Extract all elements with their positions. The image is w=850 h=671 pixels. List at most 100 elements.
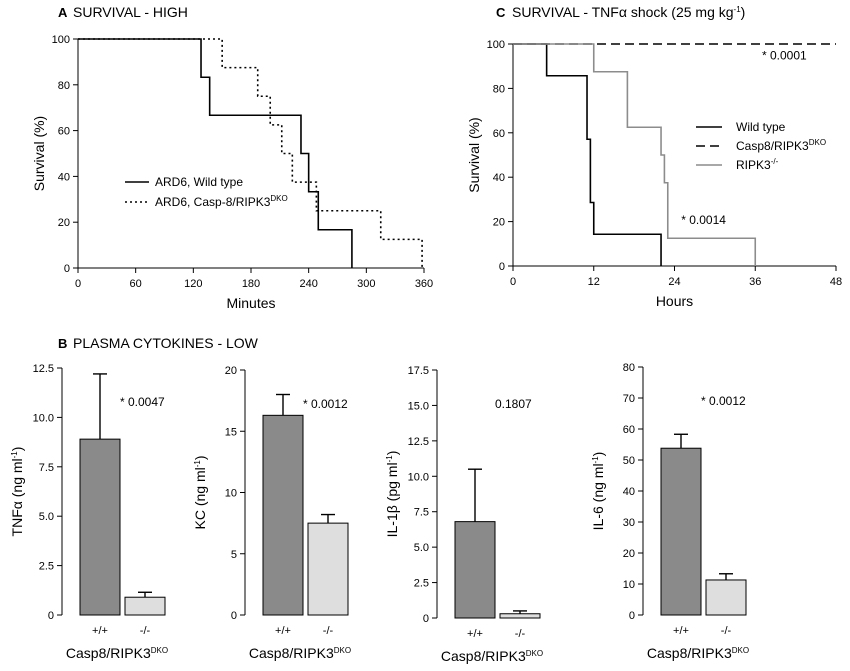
y-tick-label: 60	[623, 424, 635, 436]
x-axis-label: Hours	[656, 293, 693, 309]
x-tick-label: 300	[357, 278, 375, 290]
y-tick-label: 70	[623, 393, 635, 405]
x-axis-label-main: Casp8/RIPK3	[647, 645, 732, 661]
x-tick-label: 0	[510, 276, 516, 288]
significance-annotation: * 0.0047	[120, 395, 165, 409]
y-tick-label: 7.5	[39, 462, 54, 474]
y-tick-label: 5.0	[414, 542, 429, 554]
legend-label-1: Casp8/RIPK3DKO	[736, 138, 826, 153]
y-axis-label-end: )	[192, 455, 208, 460]
y-tick-label: 2.5	[39, 561, 54, 573]
panel-a-survival-high-chart: 0 20 40 60 80 100 0 60 120 180 240 300 360 Minutes Sur…	[31, 34, 433, 311]
legend-label-1-main: Casp8/RIPK3	[736, 139, 809, 153]
y-tick-label: 10	[225, 488, 237, 500]
y-tick-label: 20	[58, 217, 70, 229]
x-axis-label-main: Casp8/RIPK3	[66, 645, 151, 661]
cytokine-bar-chart-1: 0 5 10 15 20 KC (ng ml-1) +/+ -/- * 0.0012 Casp8/…	[192, 365, 351, 661]
x-tick-label: 360	[415, 278, 433, 290]
legend-label-2: RIPK3-/-	[736, 157, 779, 172]
y-tick-label: 0	[499, 261, 505, 273]
y-axis-label: IL-6 (ng ml-1)	[590, 452, 606, 531]
x-axis-label-sup: DKO	[526, 649, 543, 658]
x-axis-label-sup: DKO	[334, 646, 351, 655]
y-axis-label-end: )	[384, 451, 400, 456]
significance-annotation: * 0.0001	[762, 49, 807, 63]
bar-+/+	[262, 414, 304, 616]
significance-annotation: * 0.0012	[701, 394, 746, 408]
y-tick-label: 40	[493, 172, 505, 184]
y-tick-label: 100	[52, 34, 70, 46]
y-tick-label: 5	[231, 549, 237, 561]
y-tick-label: 15	[225, 426, 237, 438]
y-axis-label-sup: -1	[10, 451, 19, 459]
bar--/-	[124, 596, 166, 616]
bar--/-	[307, 522, 349, 616]
y-axis-label: Survival (%)	[31, 116, 47, 191]
y-tick-label: 20	[493, 217, 505, 229]
x-tick-label: 48	[830, 276, 842, 288]
y-axis-label-sup: -1	[591, 456, 600, 464]
category-label: +/+	[467, 628, 483, 640]
legend-label-0: ARD6, Wild type	[155, 175, 243, 189]
y-tick-label: 5.0	[39, 511, 54, 523]
y-axis-label: KC (ng ml-1)	[192, 455, 208, 529]
series-line-0	[78, 38, 353, 268]
y-tick-label: 10	[623, 579, 635, 591]
y-axis-label: IL-1β (pg ml-1)	[384, 451, 400, 538]
bar--/-	[499, 613, 541, 619]
panel-c-letter: C	[496, 5, 506, 20]
y-tick-label: 0	[48, 610, 54, 622]
legend-label-2-sup: -/-	[771, 157, 779, 166]
x-tick-label: 240	[299, 278, 317, 290]
legend-label-1: ARD6, Casp-8/RIPK3DKO	[155, 194, 288, 209]
x-axis-label-main: Casp8/RIPK3	[441, 648, 526, 664]
y-tick-label: 10.0	[408, 471, 429, 483]
x-tick-label: 120	[184, 278, 202, 290]
y-axis-label: TNFα (ng ml-1)	[9, 447, 25, 537]
y-tick-label: 100	[487, 39, 505, 51]
legend-label-1-main: ARD6, Casp-8/RIPK3	[155, 195, 271, 209]
y-axis-label-main: TNFα (ng ml	[9, 458, 25, 536]
bar--/-	[705, 579, 747, 616]
y-tick-label: 17.5	[408, 365, 429, 377]
category-label: +/+	[275, 625, 291, 637]
x-axis-label-sup: DKO	[732, 646, 749, 655]
panel-a-letter: A	[58, 5, 68, 20]
x-tick-label: 36	[749, 276, 761, 288]
panel-c-survival-tnf-chart: 0 20 40 60 80 100 0 12 24 36 48 Hours Survival (%) * …	[466, 39, 842, 309]
x-tick-label: 24	[668, 276, 680, 288]
y-tick-label: 60	[493, 128, 505, 140]
x-axis-label-main: Casp8/RIPK3	[249, 645, 334, 661]
x-tick-label: 60	[130, 278, 142, 290]
cytokine-bar-chart-2: 0 2.5 5.0 7.5 10.0 12.5 15.0 17.5 IL-1β (pg ml-1…	[384, 365, 543, 664]
bar-+/+	[79, 438, 121, 616]
legend-label-1-sup: DKO	[270, 194, 287, 203]
y-axis-label-main: KC (ng ml	[192, 467, 208, 529]
x-axis-label: Casp8/RIPK3DKO	[249, 645, 351, 661]
legend-label-0-main: Wild type	[736, 120, 786, 134]
panel-a-title: SURVIVAL - HIGH	[73, 4, 188, 20]
category-label: -/-	[721, 625, 732, 637]
y-tick-label: 0	[231, 610, 237, 622]
y-tick-label: 20	[623, 548, 635, 560]
y-tick-label: 0	[64, 263, 70, 275]
y-tick-label: 40	[623, 486, 635, 498]
y-tick-label: 15.0	[408, 400, 429, 412]
y-tick-label: 50	[623, 455, 635, 467]
legend-label-0-main: ARD6, Wild type	[155, 175, 243, 189]
y-tick-label: 80	[58, 80, 70, 92]
legend-label-2-main: RIPK3	[736, 158, 771, 172]
x-axis-label: Minutes	[226, 295, 275, 311]
panel-b-title: PLASMA CYTOKINES - LOW	[73, 335, 259, 351]
x-tick-label: 180	[242, 278, 260, 290]
x-tick-label: 12	[588, 276, 600, 288]
category-label: -/-	[515, 628, 526, 640]
series-line-0	[513, 43, 662, 266]
significance-annotation: 0.1807	[495, 397, 532, 411]
category-label: -/-	[140, 625, 151, 637]
y-tick-label: 30	[623, 517, 635, 529]
bar-+/+	[454, 521, 496, 619]
y-axis-label-main: IL-6 (ng ml	[590, 463, 606, 530]
